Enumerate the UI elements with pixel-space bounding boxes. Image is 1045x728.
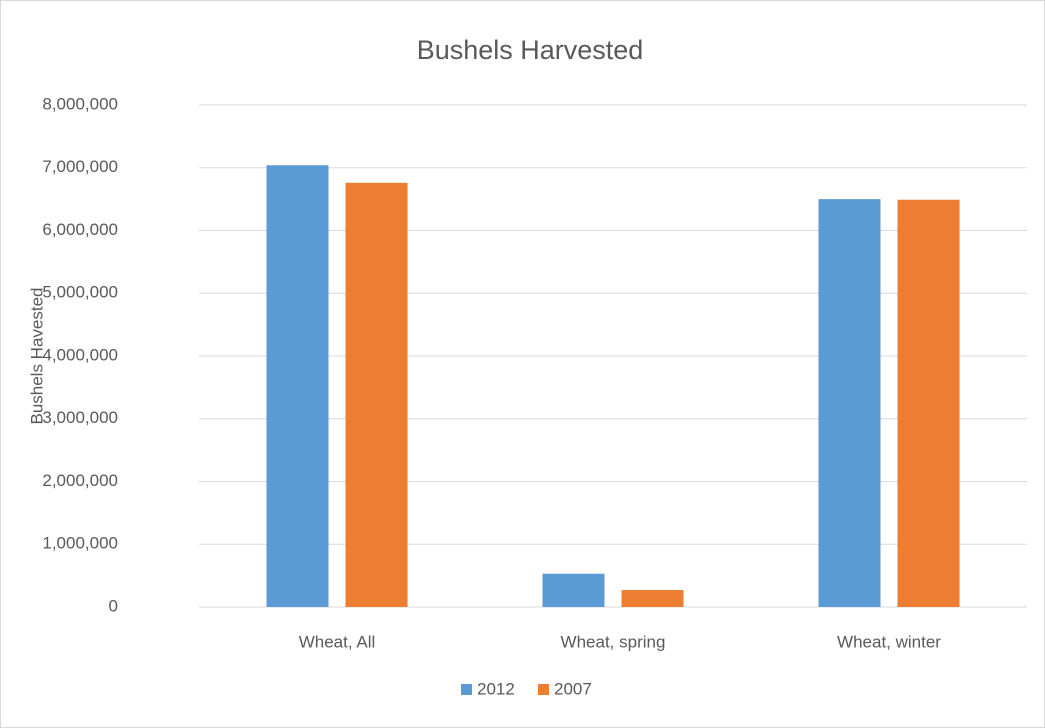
bar	[897, 199, 960, 607]
x-tick-label: Wheat, spring	[561, 632, 666, 651]
y-tick-label: 1,000,000	[42, 534, 118, 553]
bar	[266, 165, 329, 608]
y-tick-label: 3,000,000	[42, 408, 118, 427]
y-tick-label: 8,000,000	[42, 94, 118, 113]
y-tick-label: 2,000,000	[42, 471, 118, 490]
legend-label: 2007	[554, 679, 592, 698]
bar	[345, 182, 408, 607]
legend-swatch	[461, 684, 472, 695]
x-tick-label: Wheat, winter	[837, 632, 941, 651]
y-tick-label: 0	[109, 596, 118, 615]
y-tick-label: 4,000,000	[42, 345, 118, 364]
y-tick-label: 5,000,000	[42, 283, 118, 302]
bar	[542, 573, 605, 607]
legend-label: 2012	[477, 679, 515, 698]
y-tick-label: 6,000,000	[42, 220, 118, 239]
x-tick-label: Wheat, All	[299, 632, 376, 651]
bar	[818, 199, 881, 607]
chart-title: Bushels Harvested	[417, 35, 644, 65]
bar	[621, 590, 684, 607]
legend-swatch	[538, 684, 549, 695]
y-tick-label: 7,000,000	[42, 157, 118, 176]
y-axis-label: Bushels Havested	[27, 287, 46, 424]
